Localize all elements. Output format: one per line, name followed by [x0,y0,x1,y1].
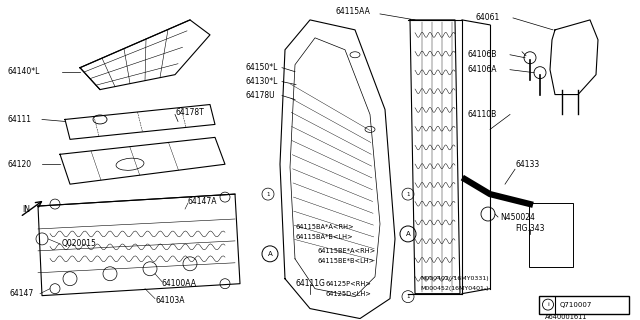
Text: 64125D<LH>: 64125D<LH> [325,291,371,297]
Text: A: A [268,251,273,257]
Text: 1: 1 [406,192,410,196]
Text: 64100AA: 64100AA [162,279,197,288]
Text: 64140*L: 64140*L [8,67,40,76]
Text: 64110B: 64110B [468,110,497,119]
Text: 64115BE*B<LH>: 64115BE*B<LH> [318,258,375,264]
Text: 64178T: 64178T [175,108,204,117]
Text: 64115AA: 64115AA [335,7,370,16]
Text: M000452(16MY0401-): M000452(16MY0401-) [420,286,488,291]
Text: IN: IN [22,204,30,213]
Text: 64147A: 64147A [188,196,218,205]
Text: 64103A: 64103A [155,296,184,305]
Text: 64133: 64133 [515,160,540,169]
Text: 64115BE*A<RH>: 64115BE*A<RH> [318,248,376,254]
Text: 64111G: 64111G [295,279,325,288]
Text: 64106A: 64106A [468,65,497,74]
Text: N450024: N450024 [500,212,535,221]
Text: FIG.343: FIG.343 [515,224,545,234]
Text: 64106B: 64106B [468,50,497,59]
Text: M000402(-16MY0331): M000402(-16MY0331) [420,276,488,281]
Text: 64178U: 64178U [245,91,275,100]
Text: 64150*L: 64150*L [245,63,277,72]
Text: Q020015: Q020015 [62,239,97,248]
Text: 64125P<RH>: 64125P<RH> [325,281,371,287]
Text: i: i [547,302,549,307]
Text: 1: 1 [406,294,410,299]
Text: 64111: 64111 [8,115,32,124]
Text: 64120: 64120 [8,160,32,169]
Text: 64115BA*A<RH>: 64115BA*A<RH> [295,224,354,230]
Text: 64061: 64061 [475,13,499,22]
Text: A640001611: A640001611 [545,314,588,320]
Text: Q710007: Q710007 [560,302,593,308]
Text: 64130*L: 64130*L [245,77,277,86]
Text: 64115BA*B<LH>: 64115BA*B<LH> [295,234,353,240]
Text: 64147: 64147 [10,289,35,298]
Text: A: A [406,231,410,237]
Text: 1: 1 [266,192,269,196]
